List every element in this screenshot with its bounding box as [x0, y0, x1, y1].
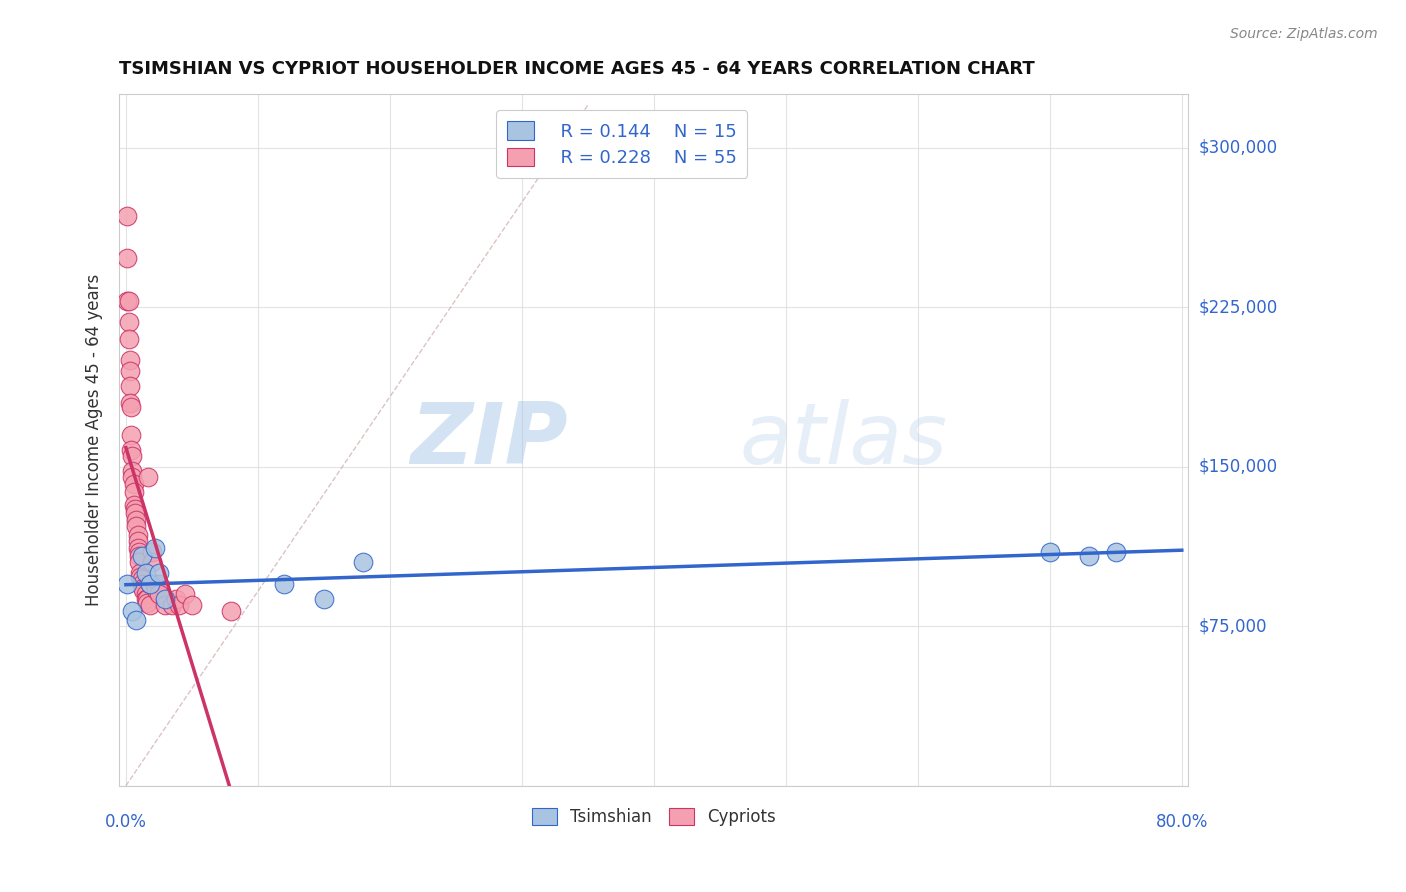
Text: 80.0%: 80.0% [1156, 814, 1208, 831]
Point [141, 545, 163, 559]
Text: $150,000: $150,000 [1199, 458, 1278, 475]
Point [136, 596, 159, 610]
Point [160, 598, 183, 612]
Y-axis label: Householder Income Ages 45 - 64 years: Householder Income Ages 45 - 64 years [86, 274, 103, 607]
Point [125, 613, 148, 627]
Point [132, 581, 155, 595]
Point [117, 293, 139, 308]
Point [115, 251, 138, 265]
Point [143, 541, 166, 555]
Text: $300,000: $300,000 [1199, 138, 1278, 157]
Point [143, 576, 166, 591]
Point [128, 556, 150, 570]
Text: 0.0%: 0.0% [105, 814, 146, 831]
Point [120, 442, 142, 457]
Text: $225,000: $225,000 [1199, 298, 1278, 316]
Point [136, 470, 159, 484]
Legend: Tsimshian, Cypriots: Tsimshian, Cypriots [526, 801, 782, 833]
Point [121, 464, 143, 478]
Point [180, 598, 202, 612]
Point [135, 591, 157, 606]
Point [148, 587, 170, 601]
Text: atlas: atlas [740, 399, 948, 482]
Point [121, 604, 143, 618]
Point [115, 293, 138, 308]
Point [148, 566, 170, 580]
Point [1039, 545, 1062, 559]
Point [221, 604, 243, 618]
Point [124, 502, 146, 516]
Point [135, 587, 157, 601]
Point [128, 549, 150, 563]
Point [138, 598, 160, 612]
Point [129, 566, 152, 580]
Point [174, 587, 197, 601]
Point [115, 576, 138, 591]
Point [136, 591, 159, 606]
Point [141, 556, 163, 570]
Text: Source: ZipAtlas.com: Source: ZipAtlas.com [1230, 27, 1378, 41]
Point [118, 353, 141, 368]
Point [118, 396, 141, 410]
Point [117, 315, 139, 329]
Point [118, 379, 141, 393]
Point [129, 570, 152, 584]
Text: ZIP: ZIP [411, 399, 568, 482]
Point [124, 507, 146, 521]
Point [148, 576, 170, 591]
Point [138, 576, 160, 591]
Text: TSIMSHIAN VS CYPRIOT HOUSEHOLDER INCOME AGES 45 - 64 YEARS CORRELATION CHART: TSIMSHIAN VS CYPRIOT HOUSEHOLDER INCOME … [120, 60, 1035, 78]
Point [131, 549, 153, 563]
Point [122, 498, 145, 512]
Point [127, 541, 149, 555]
Point [138, 576, 160, 591]
Point [131, 573, 153, 587]
Point [145, 583, 167, 598]
Point [121, 470, 143, 484]
Text: $75,000: $75,000 [1199, 617, 1268, 635]
Point [155, 591, 177, 606]
Point [125, 519, 148, 533]
Point [135, 566, 157, 580]
Point [155, 598, 177, 612]
Point [352, 556, 374, 570]
Point [128, 545, 150, 559]
Point [127, 528, 149, 542]
Point [121, 449, 143, 463]
Point [165, 591, 187, 606]
Point [312, 591, 335, 606]
Point [125, 513, 148, 527]
Point [131, 576, 153, 591]
Point [1105, 545, 1128, 559]
Point [122, 476, 145, 491]
Point [167, 598, 190, 612]
Point [115, 209, 138, 223]
Point [273, 576, 295, 591]
Point [1078, 549, 1101, 563]
Point [120, 427, 142, 442]
Point [122, 485, 145, 500]
Point [120, 400, 142, 414]
Point [118, 364, 141, 378]
Point [117, 332, 139, 346]
Point [127, 534, 149, 549]
Point [132, 583, 155, 598]
